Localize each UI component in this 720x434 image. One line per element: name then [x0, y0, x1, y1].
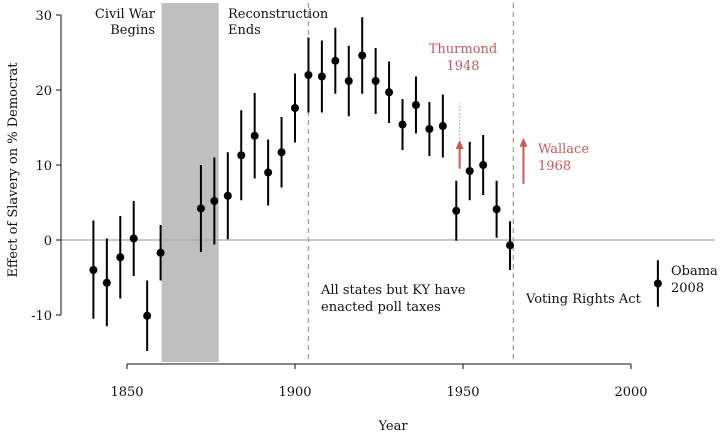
data-point-1860 [156, 248, 165, 257]
data-point-1936 [411, 101, 420, 109]
data-point-1908 [317, 72, 326, 81]
reconstruction-annotation-line1: Reconstruction [228, 7, 329, 22]
y-axis-title: Effect of Slavery on % Democrat [6, 62, 21, 278]
data-point-1876 [210, 197, 219, 205]
reconstruction-annotation-line2: Ends [228, 23, 261, 38]
data-point-1904 [304, 71, 313, 79]
poll-tax-annotation-line1: All states but KY have [320, 283, 466, 298]
data-point-1928 [385, 88, 394, 97]
wallace-annotation-line2: 1968 [538, 159, 571, 174]
data-point-1880 [223, 191, 232, 200]
data-point-1856 [143, 311, 152, 320]
data-point-1912 [331, 56, 340, 65]
data-point-1932 [398, 120, 407, 129]
chart-annotations-layer: Effect of Slavery on % Democrat Year Civ… [6, 7, 718, 434]
y-tick-label: 20 [35, 84, 52, 99]
data-point-1844 [102, 278, 111, 287]
data-point-1964 [506, 241, 515, 250]
data-point-1840 [89, 266, 98, 274]
data-point-1900 [291, 104, 299, 112]
data-point-1960 [492, 205, 501, 214]
x-tick-label: 2000 [614, 385, 647, 400]
data-point-1872 [196, 204, 205, 213]
data-point-1884 [237, 151, 246, 160]
data-point-1896 [277, 148, 286, 157]
thurmond-annotation-line1: Thurmond [429, 42, 497, 57]
y-tick-label: 0 [44, 234, 52, 249]
data-point-1888 [250, 131, 259, 140]
red-arrow-head-1 [519, 137, 528, 147]
y-tick-label: 10 [35, 159, 52, 174]
wallace-annotation-line1: Wallace [538, 142, 589, 157]
shaded-period-band [161, 3, 219, 362]
obama-annotation-line2: 2008 [671, 281, 704, 296]
x-tick-label: 1950 [446, 385, 479, 400]
data-point-1852 [129, 234, 138, 243]
data-point-1916 [344, 77, 353, 85]
civil-war-annotation-line1: Civil War [95, 7, 156, 22]
civil-war-annotation-line2: Begins [110, 23, 155, 38]
obama-annotation-line1: Obama [671, 264, 718, 279]
data-point-1948 [452, 206, 461, 215]
x-tick-label: 1850 [110, 385, 143, 400]
x-tick-label: 1900 [278, 385, 311, 400]
chart-background-layer [61, 3, 715, 362]
data-point-1892 [264, 168, 273, 177]
data-point-1952 [465, 167, 474, 175]
x-axis-title: Year [377, 419, 408, 434]
data-point-1924 [371, 77, 380, 85]
chart-axes-layer: -10 0 10 20 30 1850 1900 1950 2000 [31, 9, 647, 400]
data-point-2008 [653, 279, 662, 288]
chart-marks-layer [89, 17, 662, 351]
data-point-1920 [358, 51, 367, 60]
data-point-1944 [438, 122, 447, 130]
y-tick-label: -10 [31, 309, 52, 324]
red-arrow-head-0 [455, 140, 464, 149]
data-point-1848 [116, 253, 125, 262]
data-point-1956 [479, 161, 488, 169]
data-point-1940 [425, 125, 434, 133]
thurmond-annotation-line2: 1948 [446, 59, 479, 74]
y-tick-label: 30 [35, 9, 52, 24]
poll-tax-annotation-line2: enacted poll taxes [321, 300, 441, 315]
voting-rights-annotation: Voting Rights Act [525, 292, 642, 307]
